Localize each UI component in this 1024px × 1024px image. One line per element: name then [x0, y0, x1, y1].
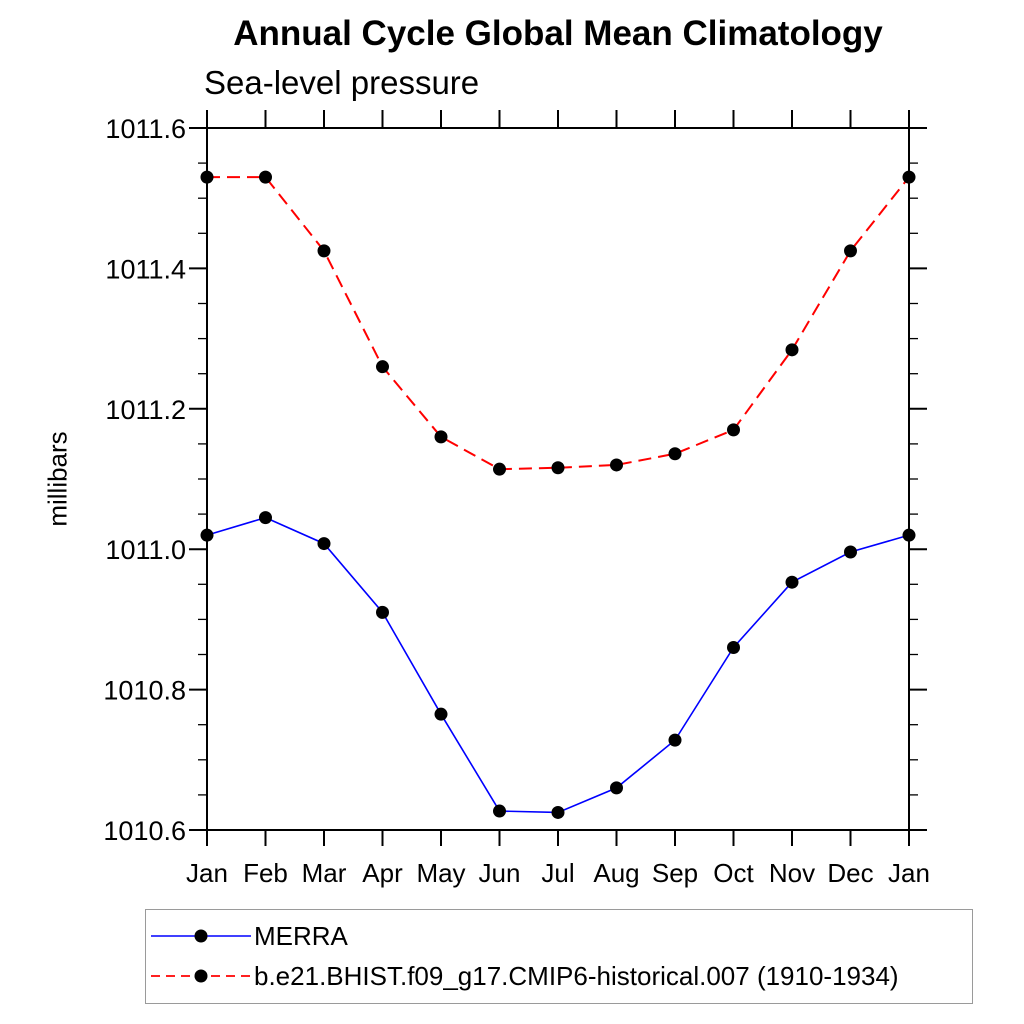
data-point-marker-s1 [668, 447, 682, 461]
y-tick-label: 1011.0 [105, 535, 186, 565]
data-point-marker-s1 [317, 244, 331, 258]
legend-label-model: b.e21.BHIST.f09_g17.CMIP6-historical.007… [254, 960, 899, 991]
legend-box: MERRA b.e21.BHIST.f09_g17.CMIP6-historic… [145, 909, 973, 1004]
y-tick-label: 1010.8 [103, 676, 186, 706]
data-point-marker-s1 [259, 170, 272, 184]
data-point-marker-s1 [785, 343, 799, 357]
data-point-marker-s0 [727, 640, 740, 654]
legend-item-model: b.e21.BHIST.f09_g17.CMIP6-historical.007… [149, 961, 899, 991]
legend-marker-dot [194, 929, 208, 943]
data-point-marker-s0 [493, 804, 506, 818]
data-point-marker-s1 [902, 170, 916, 184]
series-line-0 [206, 516, 910, 814]
data-point-marker-s1 [493, 462, 506, 476]
legend-sample-merra [151, 929, 251, 943]
x-tick-label: Dec [827, 858, 873, 888]
x-tick-label: Aug [593, 858, 639, 888]
data-point-marker-s0 [259, 511, 272, 525]
x-tick-label: Mar [302, 858, 347, 888]
data-point-marker-s1 [200, 170, 214, 184]
x-tick-label: May [416, 858, 465, 888]
series-line-1 [207, 176, 910, 471]
data-point-marker-s1 [434, 430, 448, 444]
x-tick-label: Nov [769, 858, 815, 888]
data-point-marker-s0 [376, 605, 389, 619]
data-point-marker-s1 [844, 244, 857, 258]
chart-title: Annual Cycle Global Mean Climatology [233, 14, 883, 53]
x-tick-label: Oct [713, 858, 754, 888]
data-point-marker-s0 [902, 528, 916, 542]
y-tick-label: 1011.2 [105, 395, 186, 425]
chart-subtitle: Sea-level pressure [204, 64, 480, 101]
data-point-marker-s0 [610, 781, 623, 795]
x-tick-label: Jan [888, 858, 930, 888]
y-tick-label: 1010.6 [103, 816, 186, 846]
x-tick-label: Apr [362, 858, 403, 888]
x-tick-label: Jun [479, 858, 521, 888]
data-point-marker-s0 [551, 805, 565, 819]
data-point-marker-s0 [785, 575, 799, 589]
legend-label-merra: MERRA [254, 920, 348, 951]
data-point-marker-s1 [551, 461, 565, 475]
legend-item-merra: MERRA [149, 921, 348, 951]
data-point-marker-s1 [727, 423, 740, 437]
x-tick-label: Jan [186, 858, 228, 888]
y-tick-label: 1011.6 [105, 114, 186, 144]
data-point-marker-s1 [376, 360, 389, 374]
x-tick-label: Sep [652, 858, 698, 888]
x-tick-label: Jul [541, 858, 574, 888]
data-point-marker-s0 [844, 545, 857, 559]
legend-sample-model [151, 969, 251, 983]
data-point-marker-s0 [434, 707, 448, 721]
data-point-marker-s0 [200, 528, 214, 542]
data-point-marker-s1 [610, 458, 623, 472]
legend-marker-dot [194, 969, 208, 983]
data-point-marker-s0 [317, 537, 331, 551]
data-point-marker-s0 [668, 733, 682, 747]
y-tick-label: 1011.4 [105, 254, 186, 284]
x-tick-label: Feb [243, 858, 288, 888]
